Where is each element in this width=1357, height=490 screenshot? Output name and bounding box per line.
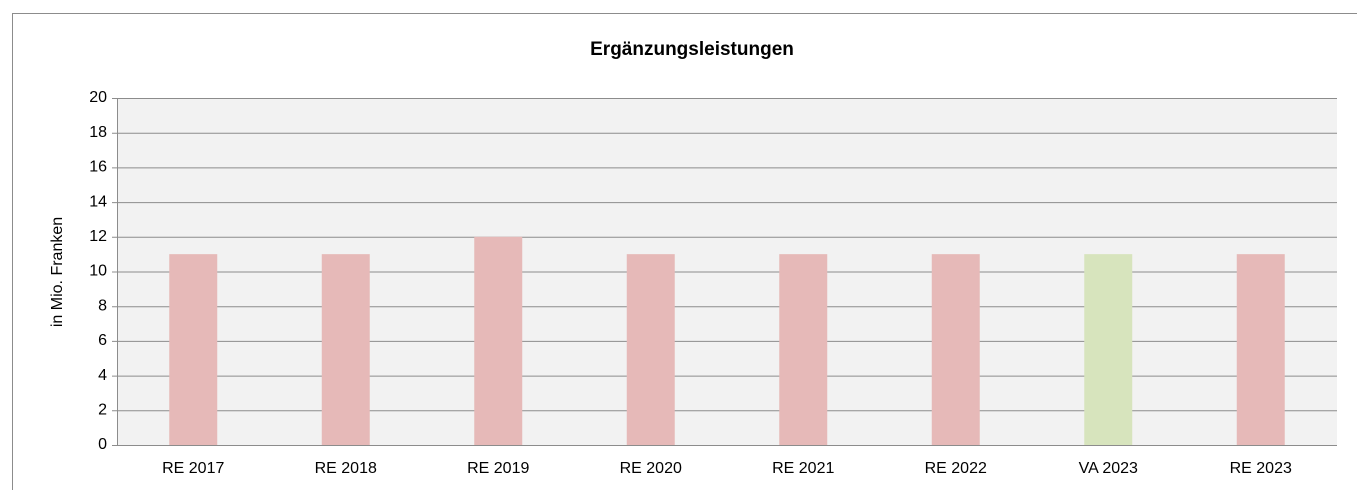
y-tick-label: 12 [89, 228, 107, 245]
y-tick-label: 0 [98, 436, 107, 453]
bar [169, 254, 218, 445]
x-tick-label: RE 2019 [467, 460, 529, 477]
y-axis-label: in Mio. Franken [49, 217, 66, 327]
x-tick-label: RE 2017 [162, 460, 224, 477]
x-tick-label: VA 2023 [1079, 460, 1138, 477]
y-tick-label: 6 [98, 332, 107, 349]
bar [1084, 254, 1133, 445]
bar [626, 254, 675, 445]
y-tick-label: 14 [89, 193, 107, 210]
bar [931, 254, 980, 445]
x-tick-label: RE 2018 [315, 460, 377, 477]
bar [779, 254, 828, 445]
y-tick-label: 20 [89, 89, 107, 106]
y-tick-label: 8 [98, 297, 107, 314]
x-tick-label: RE 2020 [620, 460, 682, 477]
y-tick-label: 16 [89, 159, 107, 176]
y-tick-label: 2 [98, 402, 107, 419]
x-tick-label: RE 2021 [772, 460, 834, 477]
x-tick-label: RE 2022 [925, 460, 987, 477]
chart-border [12, 13, 1357, 490]
bar [474, 236, 523, 445]
x-tick-label: RE 2023 [1230, 460, 1292, 477]
y-tick-label: 4 [98, 367, 107, 384]
bar [1236, 254, 1285, 445]
bar [321, 254, 370, 445]
y-tick-label: 10 [89, 263, 107, 280]
chart-title: Ergänzungsleistungen [590, 39, 794, 60]
y-tick-label: 18 [89, 124, 107, 141]
